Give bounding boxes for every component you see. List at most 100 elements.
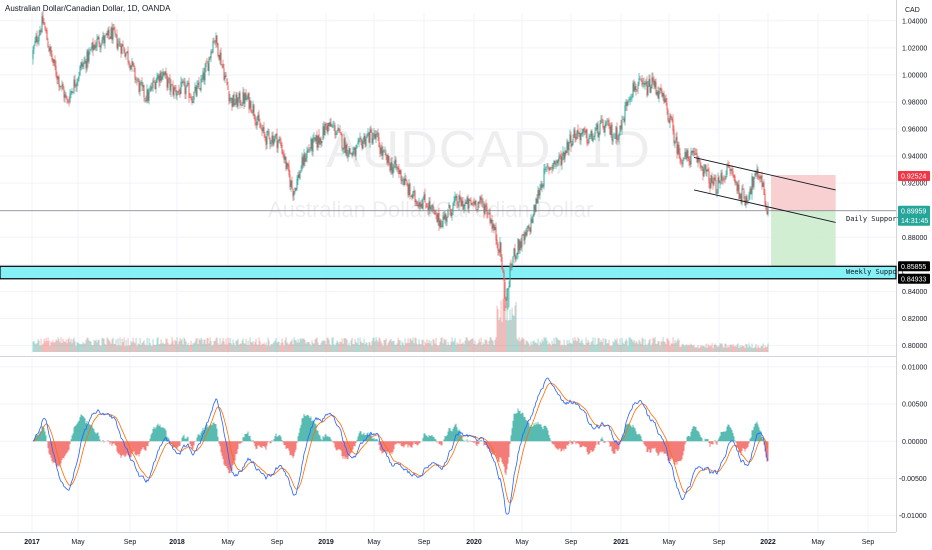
candle-body: [576, 130, 578, 139]
macd-histogram-bar: [323, 437, 325, 442]
macd-histogram-bar: [463, 440, 465, 442]
volume-bar: [659, 345, 661, 352]
price-tick-label: 0.80000: [902, 343, 927, 350]
volume-bar: [730, 344, 732, 352]
candle-body: [748, 194, 750, 201]
macd-histogram-bar: [586, 441, 588, 452]
candle-body: [170, 84, 172, 92]
volume-bar: [288, 344, 290, 352]
macd-histogram-bar: [182, 436, 184, 442]
macd-histogram-bar: [328, 437, 330, 442]
candle-body: [709, 183, 711, 189]
volume-bar: [113, 344, 115, 352]
volume-bar: [457, 343, 459, 352]
volume-bar: [707, 343, 709, 352]
macd-histogram-bar: [539, 424, 541, 442]
candle-body: [413, 191, 415, 193]
candle-body: [42, 15, 44, 23]
volume-bar: [35, 344, 37, 352]
macd-histogram-bar: [108, 441, 110, 442]
candle-body: [483, 203, 485, 214]
candle-body: [94, 44, 96, 49]
candle-body: [461, 200, 463, 206]
macd-histogram-bar: [374, 439, 376, 442]
volume-bar: [437, 345, 439, 352]
volume-bar: [551, 340, 553, 352]
candle-body: [418, 202, 420, 208]
macd-histogram-bar: [191, 441, 193, 449]
macd-histogram-bar: [314, 423, 316, 442]
volume-bar: [97, 340, 99, 352]
candle-body: [327, 123, 329, 133]
candle-body: [373, 132, 375, 138]
candle-body: [380, 147, 382, 154]
volume-bar: [173, 344, 175, 352]
candle-body: [531, 219, 533, 223]
macd-histogram-bar: [433, 437, 435, 442]
volume-bar: [347, 345, 349, 352]
volume-bar: [360, 341, 362, 352]
candle-body: [173, 87, 175, 96]
macd-histogram-bar: [708, 441, 710, 444]
volume-bar: [96, 342, 98, 352]
volume-bar: [427, 342, 429, 352]
candle-body: [611, 124, 613, 141]
volume-bar: [597, 338, 599, 352]
volume-bar: [443, 338, 445, 352]
volume-bar: [688, 344, 690, 352]
candle-body: [569, 134, 571, 143]
macd-histogram-bar: [153, 426, 155, 442]
volume-bar: [608, 339, 610, 352]
volume-bar: [293, 337, 295, 352]
volume-bar: [695, 347, 697, 352]
candle-body: [77, 78, 79, 82]
macd-histogram-bar: [509, 441, 511, 445]
volume-bar: [403, 345, 405, 352]
macd-histogram-bar: [681, 441, 683, 460]
volume-bar: [256, 344, 258, 352]
volume-bar: [369, 342, 371, 352]
candle-body: [635, 86, 637, 91]
candle-body: [648, 79, 650, 87]
candle-body: [539, 189, 541, 196]
candle-body: [451, 212, 453, 217]
candle-body: [504, 281, 506, 300]
macd-histogram-bar: [622, 434, 624, 442]
volume-bar: [149, 343, 151, 352]
candle-body: [614, 137, 616, 139]
candle-body: [279, 138, 281, 142]
volume-bar: [329, 344, 331, 352]
macd-histogram-bar: [432, 436, 434, 442]
volume-bar: [253, 344, 255, 352]
candle-body: [695, 154, 697, 155]
candle-body: [686, 150, 688, 159]
macd-histogram-bar: [290, 441, 292, 455]
candle-body: [216, 35, 218, 45]
candle-body: [654, 80, 656, 88]
candle-body: [330, 122, 332, 127]
volume-bar: [318, 345, 320, 352]
macd-histogram-bar: [60, 441, 62, 464]
candle-body: [241, 104, 243, 106]
candle-body: [36, 35, 38, 43]
macd-histogram-bar: [562, 441, 564, 449]
volume-bar: [506, 310, 508, 352]
macd-histogram-bar: [611, 441, 613, 452]
macd-histogram-bar: [447, 431, 449, 442]
volume-bar: [424, 341, 426, 352]
price-tag-current: [898, 205, 930, 226]
volume-bar: [495, 337, 497, 352]
macd-histogram-bar: [282, 441, 284, 443]
macd-histogram-bar: [564, 441, 566, 449]
candle-body: [488, 213, 490, 215]
macd-histogram-bar: [147, 441, 149, 447]
candle-body: [564, 150, 566, 159]
volume-bar: [401, 341, 403, 352]
volume-bar: [101, 337, 103, 352]
volume-bar: [313, 343, 315, 352]
volume-bar: [546, 340, 548, 352]
candle-body: [455, 195, 457, 198]
macd-histogram-bar: [287, 441, 289, 449]
candle-body: [186, 83, 188, 87]
